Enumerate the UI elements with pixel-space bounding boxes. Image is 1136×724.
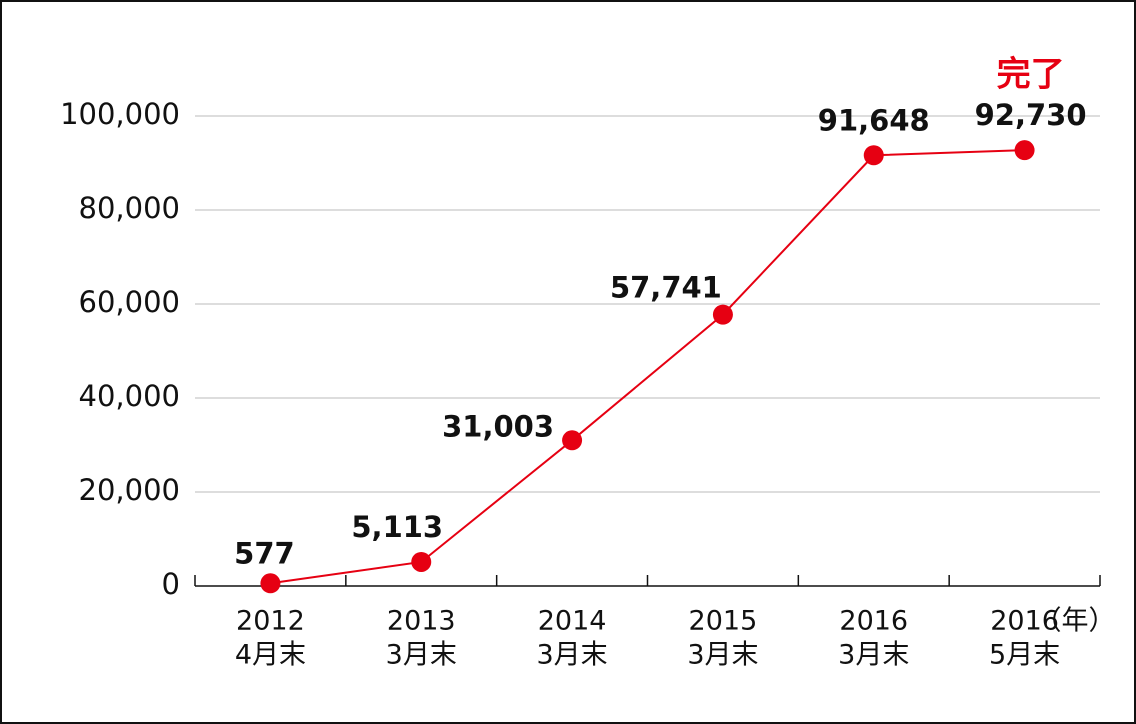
x-tick-label: 3月末 [838, 640, 909, 671]
y-tick-label: 20,000 [79, 473, 180, 507]
annotation: 完了 [997, 55, 1065, 95]
point [863, 145, 884, 166]
x-tick-label: 2016 [839, 606, 908, 637]
x-tick-label: 3月末 [687, 640, 758, 671]
point [260, 573, 281, 594]
value-label: 5,113 [351, 510, 443, 544]
point [411, 551, 432, 572]
value-label: 31,003 [442, 409, 554, 443]
point [562, 430, 583, 451]
x-tick-label: 2015 [689, 606, 758, 637]
x-tick-label: 2012 [236, 606, 305, 637]
point [712, 304, 733, 325]
x-tick-label: 2016 [990, 606, 1059, 637]
value-label: 57,741 [610, 271, 722, 305]
y-tick-label: 0 [162, 567, 180, 601]
x-tick-label: 2013 [387, 606, 456, 637]
value-label: 577 [234, 536, 295, 570]
y-tick-label: 40,000 [79, 379, 180, 413]
point [1014, 140, 1035, 161]
x-tick-label: 4月末 [235, 640, 306, 671]
x-tick-label: 3月末 [536, 640, 607, 671]
x-tick-label: 5月末 [989, 640, 1060, 671]
x-tick-label: 2014 [538, 606, 607, 637]
y-tick-label: 80,000 [79, 191, 180, 225]
value-label: 91,648 [818, 103, 930, 137]
line [270, 149, 1025, 585]
y-tick-label: 60,000 [79, 285, 180, 319]
x-unit-label: （年） [1035, 606, 1116, 637]
x-tick-label: 3月末 [386, 640, 457, 671]
y-tick-label: 100,000 [60, 97, 180, 131]
value-label: 92,730 [975, 98, 1087, 132]
